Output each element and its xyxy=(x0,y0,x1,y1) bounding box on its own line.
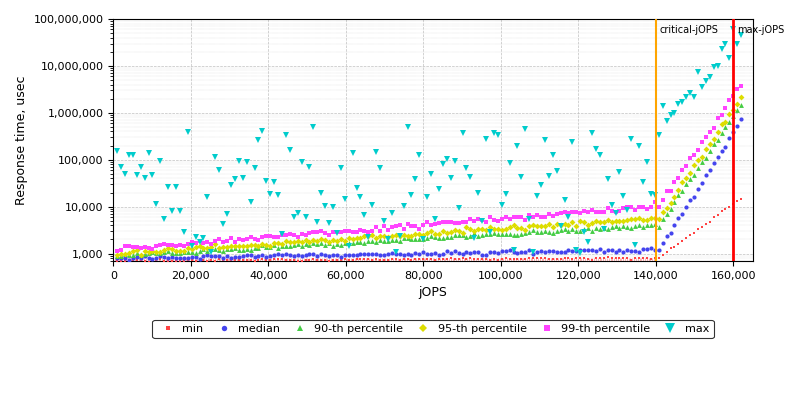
max xyxy=(112,148,122,153)
median xyxy=(709,161,718,166)
min xyxy=(709,215,718,220)
99-th percentile xyxy=(736,84,746,89)
90-th percentile xyxy=(242,247,251,252)
95-th percentile xyxy=(517,226,526,230)
95-th percentile xyxy=(238,244,247,249)
95-th percentile xyxy=(736,94,746,99)
median xyxy=(521,249,530,254)
90-th percentile xyxy=(116,253,126,258)
90-th percentile xyxy=(736,102,746,107)
Line: median: median xyxy=(115,117,743,262)
Line: 90-th percentile: 90-th percentile xyxy=(114,102,743,258)
min xyxy=(293,258,302,263)
90-th percentile xyxy=(462,234,471,239)
max xyxy=(709,64,718,69)
99-th percentile xyxy=(238,238,247,242)
Line: 99-th percentile: 99-th percentile xyxy=(115,84,743,253)
Text: critical-jOPS: critical-jOPS xyxy=(660,25,718,35)
X-axis label: jOPS: jOPS xyxy=(418,286,447,299)
99-th percentile xyxy=(112,249,122,254)
90-th percentile xyxy=(521,230,530,235)
90-th percentile xyxy=(709,142,718,146)
max xyxy=(517,175,526,180)
95-th percentile xyxy=(458,231,467,236)
max xyxy=(736,32,746,37)
median xyxy=(124,257,134,262)
max xyxy=(626,136,636,141)
median xyxy=(736,117,746,122)
99-th percentile xyxy=(622,205,632,210)
max xyxy=(289,214,298,219)
99-th percentile xyxy=(289,233,298,238)
min xyxy=(626,257,636,262)
Line: max: max xyxy=(114,25,745,256)
90-th percentile xyxy=(626,225,636,230)
max xyxy=(238,176,247,180)
95-th percentile xyxy=(289,240,298,244)
90-th percentile xyxy=(293,242,302,247)
median xyxy=(242,252,251,257)
min xyxy=(144,259,154,264)
99-th percentile xyxy=(705,130,714,134)
min xyxy=(242,258,251,262)
Line: 95-th percentile: 95-th percentile xyxy=(115,95,743,257)
max xyxy=(575,250,585,255)
Text: max-jOPS: max-jOPS xyxy=(738,25,785,35)
min xyxy=(521,256,530,261)
median xyxy=(112,255,122,260)
median xyxy=(626,249,636,254)
Line: min: min xyxy=(116,197,742,263)
95-th percentile xyxy=(112,253,122,258)
90-th percentile xyxy=(112,253,122,258)
Y-axis label: Response time, usec: Response time, usec xyxy=(15,75,28,205)
99-th percentile xyxy=(458,220,467,224)
99-th percentile xyxy=(517,214,526,219)
max xyxy=(458,131,467,136)
max xyxy=(729,26,738,31)
min xyxy=(462,256,471,261)
95-th percentile xyxy=(705,141,714,146)
min xyxy=(736,196,746,201)
median xyxy=(293,253,302,258)
min xyxy=(112,259,122,264)
Legend: min, median, 90-th percentile, 95-th percentile, 99-th percentile, max: min, median, 90-th percentile, 95-th per… xyxy=(152,320,714,338)
median xyxy=(462,250,471,255)
95-th percentile xyxy=(622,218,632,222)
